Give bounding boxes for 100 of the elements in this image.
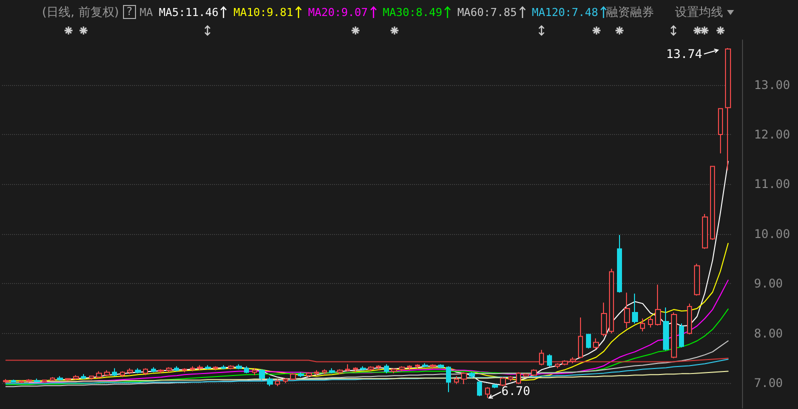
- candlestick: [640, 318, 645, 332]
- candlestick: [34, 378, 40, 383]
- candlestick: [593, 338, 599, 350]
- candlestick: [663, 307, 669, 351]
- text: MA120:7.48: [532, 6, 608, 18]
- candlestick: [306, 372, 312, 378]
- annotation: 6.70: [501, 384, 530, 398]
- candlestick: [252, 368, 257, 376]
- candlestick: [446, 366, 451, 393]
- candlestick: [617, 234, 622, 294]
- candlestick: [174, 366, 179, 372]
- candlestick: [578, 316, 583, 359]
- candlestick: [120, 370, 125, 378]
- candlestick: [609, 268, 614, 334]
- candlestick: [624, 292, 630, 329]
- annotation: 13.74: [666, 46, 702, 61]
- candlestick: [422, 362, 428, 368]
- candlestick: [190, 366, 195, 372]
- candlestick: [454, 376, 459, 385]
- candlestick: [322, 368, 327, 375]
- candlestick: [213, 366, 218, 371]
- candlestick: [290, 372, 296, 381]
- text: 融资融券: [606, 4, 654, 20]
- candlestick: [96, 370, 102, 379]
- candlestick: [73, 374, 79, 380]
- candlestick: [547, 354, 552, 368]
- candlestick: [26, 378, 32, 383]
- candlestick: [151, 366, 156, 373]
- candlestick: [671, 312, 677, 359]
- candlestick: [275, 378, 280, 387]
- legend-title: MA: [140, 6, 153, 18]
- text: ?: [123, 5, 136, 19]
- candlestick: [11, 379, 16, 384]
- candlestick: [57, 376, 63, 382]
- candlestick: [197, 364, 203, 371]
- y-tick-label: 8.00: [754, 326, 783, 340]
- candlestick: [135, 368, 141, 374]
- text: (日线, 前复权): [42, 4, 119, 20]
- candlestick: [42, 379, 47, 384]
- candlestick: [570, 356, 576, 364]
- text: MA10:9.81: [233, 6, 302, 18]
- candlestick: [158, 368, 164, 374]
- candlestick: [438, 364, 444, 369]
- candlestick: [562, 360, 568, 366]
- candlestick: [702, 214, 708, 250]
- candlestick: [259, 368, 265, 382]
- candlestick: [430, 364, 436, 370]
- candlestick: [399, 366, 405, 372]
- candlestick: [725, 47, 731, 171]
- text: MA60:7.85: [457, 6, 526, 18]
- candlestick: [555, 362, 560, 369]
- candlestick: [50, 376, 55, 382]
- candlestick: [314, 370, 319, 376]
- candlestick: [632, 293, 638, 324]
- candlestick: [166, 366, 172, 373]
- candlestick: [531, 368, 537, 377]
- candlestick: [384, 364, 389, 374]
- candlestick: [461, 372, 467, 385]
- candlestick: [205, 364, 211, 370]
- text: MA5:11.46: [158, 6, 228, 18]
- candlestick: [679, 322, 684, 348]
- candlestick: [391, 368, 397, 374]
- candlestick: [586, 333, 591, 349]
- candlestick: [500, 376, 506, 387]
- candlestick: [236, 364, 242, 370]
- candlestick: [360, 366, 366, 371]
- y-tick-label: 9.00: [754, 276, 783, 291]
- line-series: [5, 340, 729, 388]
- candlestick: [221, 364, 226, 370]
- candlestick: [337, 368, 343, 375]
- candlestick: [182, 368, 187, 373]
- candlestick: [143, 368, 148, 376]
- candlestick: [415, 364, 420, 369]
- candlestick: [127, 368, 133, 375]
- candlestick: [508, 376, 513, 382]
- candlestick: [407, 364, 412, 371]
- candlestick: [19, 380, 24, 384]
- y-tick-label: 10.00: [754, 226, 790, 241]
- candlestick: [477, 380, 482, 397]
- candlestick: [3, 378, 9, 384]
- candlestick: [492, 384, 498, 389]
- line-series: [5, 358, 729, 384]
- candlestick: [485, 386, 490, 399]
- candlestick: [718, 108, 723, 154]
- candlestick: [648, 316, 653, 328]
- candlestick: [469, 372, 475, 379]
- candlestick: [228, 364, 234, 370]
- y-tick-label: 13.00: [754, 78, 790, 92]
- candlestick: [283, 378, 288, 384]
- candlestick: [298, 372, 304, 378]
- candlestick: [329, 368, 335, 374]
- candlestick: [353, 366, 358, 373]
- text: MA30:8.49: [382, 6, 452, 18]
- candlestick: [65, 378, 71, 382]
- text: 设置均线: [675, 4, 723, 20]
- candlestick: [523, 372, 529, 378]
- candlestick: [89, 375, 94, 380]
- candlestick: [345, 364, 350, 372]
- candlestick: [267, 376, 273, 387]
- candlestick: [112, 368, 117, 377]
